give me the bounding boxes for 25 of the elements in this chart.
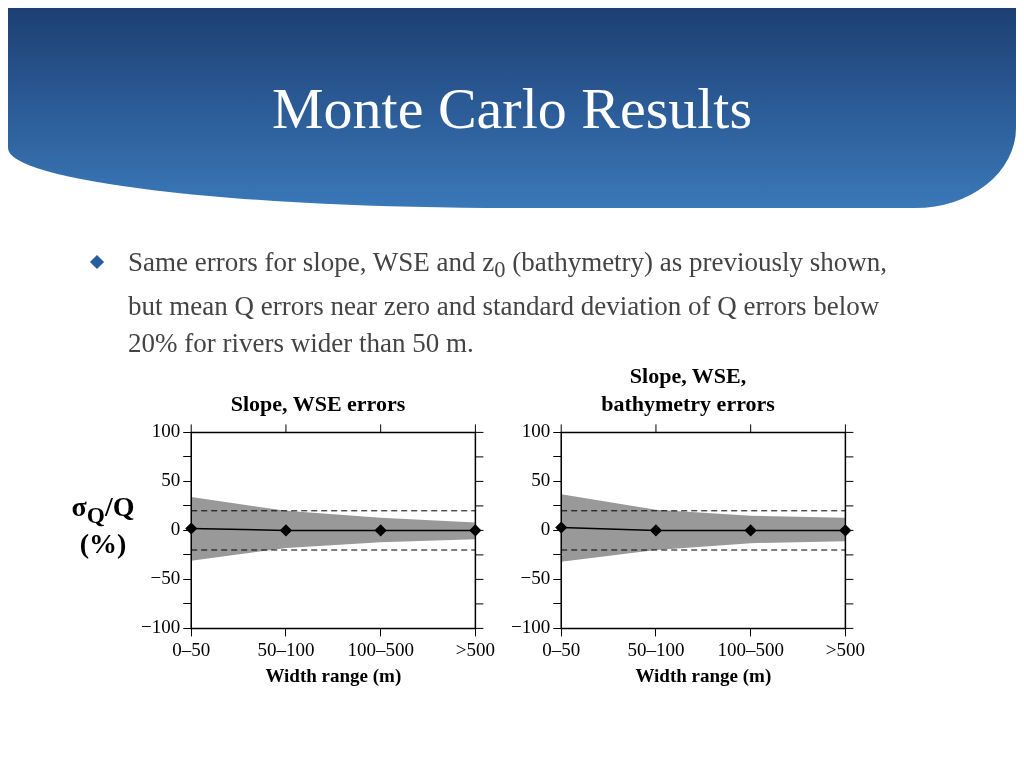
chart-title: Slope, WSE errors: [229, 390, 407, 419]
y-tick-label: −100: [511, 616, 551, 638]
x-tick-label: 100–500: [347, 639, 414, 661]
chart-title: Slope, WSE, bathymetry errors: [600, 362, 776, 419]
y-tick-label: −100: [141, 616, 181, 638]
y-tick-label: 100: [521, 420, 551, 442]
y-tick-label: −50: [520, 567, 551, 589]
x-tick-label: >500: [455, 639, 495, 661]
y-tick-label: 0: [170, 518, 181, 540]
text: Same errors for slope, WSE and z$_{0}$ (bathymetry) as previously shown, but mean Q errors near zero and standard deviation of Q errors below 20% for rivers wider than 50 m.: [128, 246, 889, 361]
y-tick-label: 50: [531, 469, 551, 491]
y-tick-label: 50: [161, 469, 181, 491]
text: Monte Carlo Results: [271, 74, 753, 142]
y-tick-label: 0: [540, 518, 551, 540]
x-tick-label: >500: [825, 639, 865, 661]
x-tick-label: 50–100: [257, 639, 315, 661]
x-tick-label: 100–500: [717, 639, 784, 661]
x-tick-label: 0–50: [172, 639, 211, 661]
x-tick-label: 50–100: [627, 639, 685, 661]
x-axis-title: Width range (m): [635, 664, 772, 687]
y-axis-title: σ$_{Q}$/Q (%): [70, 490, 136, 561]
y-tick-label: −50: [150, 567, 181, 589]
x-tick-label: 0–50: [542, 639, 581, 661]
y-tick-label: 100: [151, 420, 181, 442]
x-axis-title: Width range (m): [265, 664, 402, 687]
